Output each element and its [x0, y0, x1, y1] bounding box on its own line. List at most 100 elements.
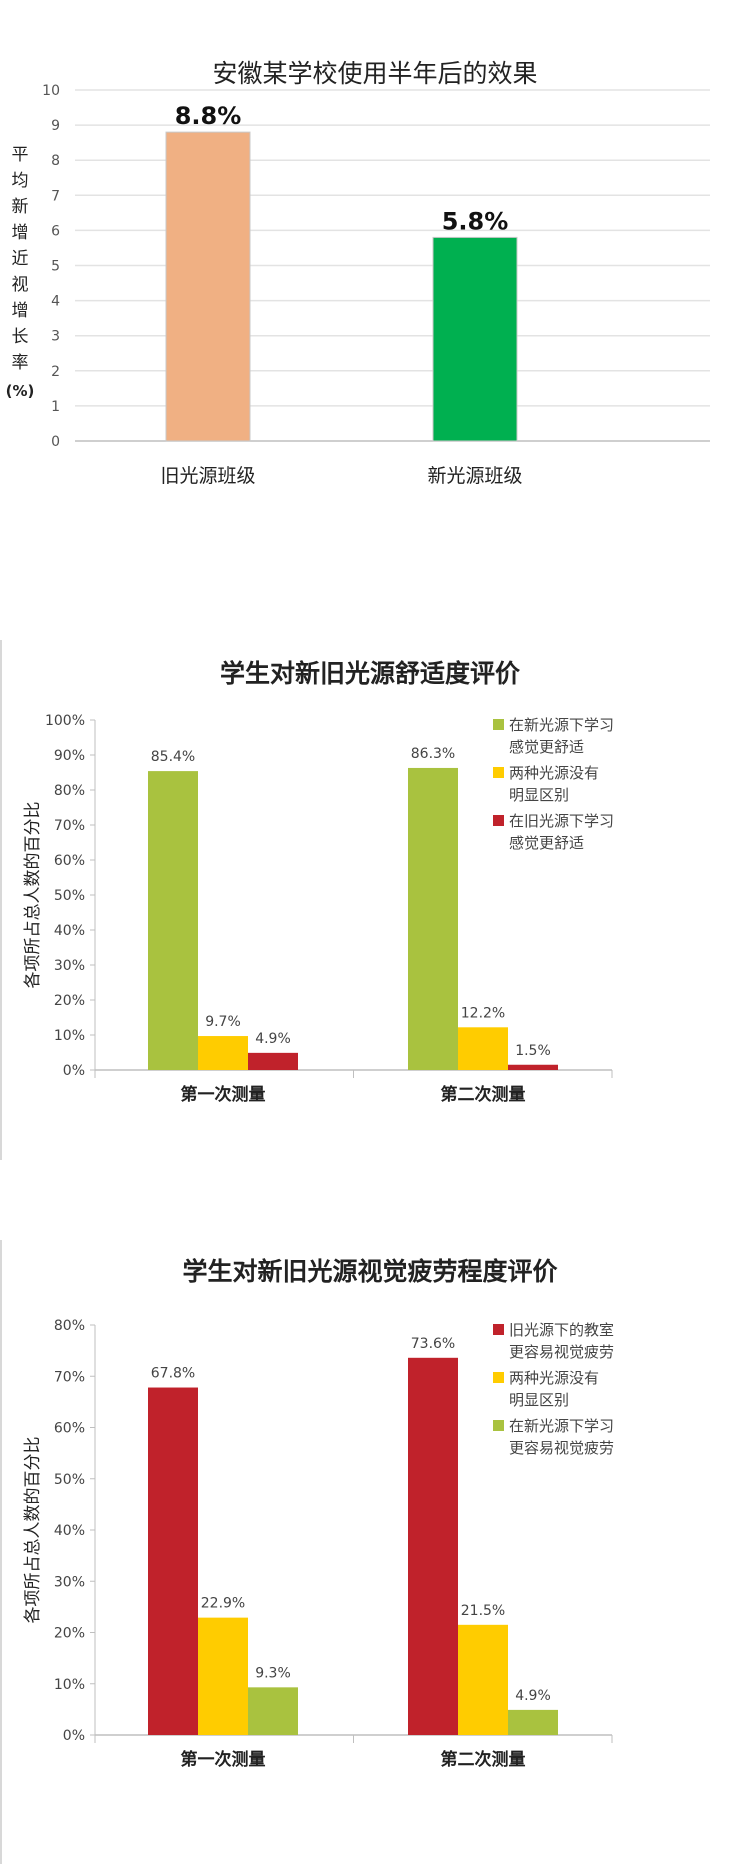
y-axis-label: 各项所占总人数的百分比 [23, 1437, 43, 1624]
x-tick-label: 旧光源班级 [160, 465, 255, 487]
y-tick-label: 10 [42, 83, 60, 99]
y-tick-label: 5 [51, 259, 60, 275]
chart-title: 学生对新旧光源舒适度评价 [220, 659, 521, 688]
legend-swatch [493, 815, 504, 826]
y-axis-label-char: 率 [12, 353, 29, 373]
y-tick-label: 2 [51, 364, 60, 380]
data-label: 5.8% [442, 207, 509, 235]
y-tick-label: 60% [54, 853, 85, 869]
data-label: 73.6% [411, 1336, 455, 1352]
y-axis-label: 各项所占总人数的百分比 [23, 802, 43, 989]
myopia-growth-chart: 安徽某学校使用半年后的效果012345678910平均新增近视增长率(%)8.8… [6, 59, 710, 487]
y-tick-label: 0% [63, 1728, 85, 1744]
data-label: 4.9% [255, 1031, 291, 1047]
chart-panel-fatigue: 学生对新旧光源视觉疲劳程度评价 0% 10% 20% 30% 40% 50% 60% 70% 80… [0, 1240, 750, 1864]
bar [148, 1387, 198, 1735]
data-label: 12.2% [461, 1005, 505, 1021]
data-label: 85.4% [151, 749, 195, 765]
legend-label: 明显区别 [509, 786, 569, 804]
y-tick-label: 7 [51, 188, 60, 204]
y-tick-label: 30% [54, 1574, 85, 1590]
bar [148, 771, 198, 1070]
legend-label: 两种光源没有 [509, 764, 599, 782]
data-label: 8.8% [175, 102, 242, 130]
y-tick-label: 20% [54, 993, 85, 1009]
y-tick-label: 40% [54, 923, 85, 939]
legend-swatch [493, 767, 504, 778]
legend-label: 旧光源下的教室 [509, 1321, 614, 1339]
y-tick-label: 30% [54, 958, 85, 974]
data-label: 1.5% [515, 1043, 551, 1059]
data-label: 21.5% [461, 1603, 505, 1619]
bar [165, 131, 251, 442]
y-axis-label-char: 新 [12, 197, 29, 217]
chart-title: 学生对新旧光源视觉疲劳程度评价 [182, 1257, 558, 1286]
data-label: 67.8% [151, 1366, 195, 1382]
x-tick-label: 新光源班级 [427, 465, 522, 487]
y-axis-label-char: 长 [12, 327, 29, 347]
y-tick-label: 10% [54, 1677, 85, 1693]
legend-swatch [493, 1420, 504, 1431]
x-tick-label: 第一次测量 [181, 1749, 266, 1770]
bar [458, 1027, 508, 1070]
y-axis-label-char: 增 [12, 223, 29, 243]
bar [198, 1617, 248, 1735]
legend-label: 两种光源没有 [509, 1369, 599, 1387]
y-tick-label: 10% [54, 1028, 85, 1044]
y-tick-label: 70% [54, 1369, 85, 1385]
y-axis-label-char: 均 [12, 171, 29, 191]
legend-swatch [493, 1372, 504, 1383]
y-tick-label: 3 [51, 329, 60, 345]
legend-label: 明显区别 [509, 1391, 569, 1409]
y-tick-label: 0% [63, 1063, 85, 1079]
chart-panel-comfort: 学生对新旧光源舒适度评价 0% 10% 20% 30% 40% 50% 60% 70% 80% 90… [0, 640, 750, 1200]
bar [432, 236, 518, 442]
legend-swatch [493, 719, 504, 730]
bar [458, 1624, 508, 1735]
legend-label: 在新光源下学习 [509, 1417, 614, 1435]
y-tick-label: 4 [51, 294, 60, 310]
y-tick-label: 1 [51, 399, 60, 415]
bar [508, 1064, 558, 1070]
bar [408, 1357, 458, 1735]
y-tick-label: 80% [54, 783, 85, 799]
y-tick-label: 40% [54, 1523, 85, 1539]
y-tick-label: 0 [51, 434, 60, 450]
bar [508, 1709, 558, 1735]
y-tick-label: 9 [51, 118, 60, 134]
y-tick-label: 100% [45, 713, 85, 729]
y-tick-label: 80% [54, 1318, 85, 1334]
legend-label: 感觉更舒适 [509, 834, 584, 852]
y-tick-label: 90% [54, 748, 85, 764]
legend-swatch [493, 1324, 504, 1335]
y-tick-label: 8 [51, 153, 60, 169]
y-tick-label: 6 [51, 223, 60, 239]
y-tick-label: 20% [54, 1626, 85, 1642]
comfort-rating-chart: 学生对新旧光源舒适度评价 0% 10% 20% 30% 40% 50% 60% 70% 80% 90… [23, 659, 614, 1105]
bar [248, 1052, 298, 1070]
bar [198, 1036, 248, 1070]
panel-edge-line [0, 1240, 2, 1864]
data-label: 9.3% [255, 1665, 291, 1681]
y-tick-label: 70% [54, 818, 85, 834]
data-label: 4.9% [515, 1688, 551, 1704]
y-axis-label-unit: (%) [6, 382, 35, 400]
chart-title: 安徽某学校使用半年后的效果 [212, 59, 537, 88]
x-tick-label: 第一次测量 [181, 1084, 266, 1105]
x-tick-label: 第二次测量 [441, 1749, 526, 1770]
bar [408, 767, 458, 1070]
legend-label: 更容易视觉疲劳 [509, 1439, 614, 1457]
bar [248, 1687, 298, 1735]
legend-label: 在旧光源下学习 [509, 812, 614, 830]
fatigue-rating-chart: 学生对新旧光源视觉疲劳程度评价 0% 10% 20% 30% 40% 50% 60% 70% 80… [23, 1257, 614, 1770]
x-tick-label: 第二次测量 [441, 1084, 526, 1105]
legend-label: 更容易视觉疲劳 [509, 1343, 614, 1361]
y-axis-label-char: 平 [12, 145, 29, 165]
legend-label: 在新光源下学习 [509, 716, 614, 734]
data-label: 22.9% [201, 1596, 245, 1612]
y-axis-label-char: 增 [12, 301, 29, 321]
y-axis-label-char: 近 [12, 249, 29, 269]
legend-label: 感觉更舒适 [509, 738, 584, 756]
y-tick-label: 50% [54, 1472, 85, 1488]
chart-panel-myopia: 安徽某学校使用半年后的效果 0 1 2 3 4 5 6 7 8 9 10 平均新增近视增长率 (%) 8.8… [0, 0, 750, 620]
